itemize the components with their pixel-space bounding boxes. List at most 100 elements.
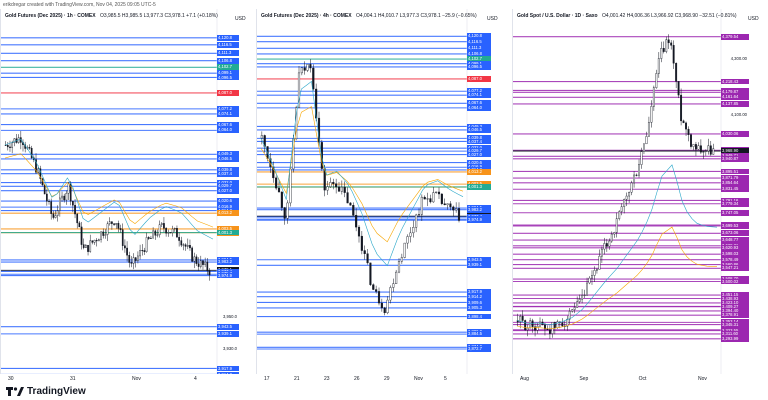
- price-level-tag[interactable]: 3,983.2: [467, 206, 491, 213]
- price-level-tag[interactable]: 4,013.2: [467, 169, 491, 175]
- price-level-tag[interactable]: 4,116.5: [217, 41, 239, 48]
- price-level-tag[interactable]: 4,096.5: [217, 74, 239, 81]
- chart-panel-gold-futures-4h[interactable]: Gold Futures (Dec 2025) · 4h · COMEX O4,…: [256, 9, 511, 374]
- price-level-tag[interactable]: 4,106.8: [467, 51, 491, 57]
- price-level-tag[interactable]: 4,039.8: [467, 135, 491, 142]
- price-level-tag[interactable]: 3,854.64: [721, 179, 749, 186]
- price-level-tag[interactable]: 3,423.10: [721, 300, 749, 306]
- price-level-tag[interactable]: 3,917.9: [467, 289, 491, 295]
- price-level-tag[interactable]: 3,884.5: [467, 331, 491, 338]
- price-level-tag[interactable]: 3,895.51: [721, 168, 749, 175]
- price-level-tag[interactable]: 3,699.53: [721, 223, 749, 229]
- price-level-tag[interactable]: 3,394.40: [721, 307, 749, 314]
- price-level-tag[interactable]: 3,323.55: [721, 327, 749, 334]
- price-level-tag[interactable]: 3,438.93: [721, 295, 749, 302]
- price-level-tag[interactable]: 3,871.79: [721, 175, 749, 181]
- price-level-tag[interactable]: 4,037.4: [217, 170, 239, 177]
- price-level-tag[interactable]: 3,293.99: [721, 335, 749, 342]
- price-level-tag[interactable]: 4,111.3: [217, 50, 239, 57]
- price-level-tag[interactable]: 3,673.06: [721, 230, 749, 237]
- price-level-tag[interactable]: 4,030.06: [721, 131, 749, 137]
- price-level-tag[interactable]: 3,747.05: [721, 209, 749, 216]
- price-level-tag[interactable]: 3,917.9: [217, 365, 239, 372]
- price-level-tag[interactable]: 4,064.0: [217, 127, 239, 134]
- price-level-tag[interactable]: 4,106.8: [217, 57, 239, 64]
- price-level-tag[interactable]: 3,943.5: [217, 323, 239, 330]
- price-level-tag[interactable]: 4,064.0: [467, 104, 491, 111]
- price-level-tag[interactable]: 4,067.6: [217, 121, 239, 128]
- price-level-tag[interactable]: 3,345.31: [721, 321, 749, 328]
- price-level-tag[interactable]: 3,378.91: [721, 312, 749, 319]
- price-level-tag[interactable]: 3,983.2: [217, 259, 239, 265]
- price-level-tag[interactable]: 4,087.0: [217, 90, 239, 96]
- price-level-tag[interactable]: 4,137.85: [721, 101, 749, 107]
- price-level-tag[interactable]: 3,940.87: [721, 155, 749, 162]
- price-level-tag[interactable]: 4,001.3: [467, 184, 491, 190]
- price-level-tag[interactable]: 4,020.6: [217, 198, 239, 204]
- price-level-tag[interactable]: 3,578.49: [721, 256, 749, 263]
- price-level-tag[interactable]: 4,049.3: [217, 151, 239, 158]
- price-level-tag[interactable]: 3,939.1: [217, 330, 239, 337]
- price-level-tag[interactable]: 3,311.60: [721, 331, 749, 337]
- price-level-tag[interactable]: 3,909.6: [467, 299, 491, 306]
- price-level-tag[interactable]: 3,914.2: [467, 293, 491, 300]
- price-level-tag[interactable]: 4,077.2: [217, 105, 239, 112]
- chart-panel-gold-futures-1h[interactable]: Gold Futures (Dec 2025) · 1h · COMEX O3,…: [0, 9, 255, 374]
- price-chart-canvas[interactable]: [257, 9, 511, 374]
- price-level-tag[interactable]: 4,074.1: [217, 111, 239, 117]
- price-level-tag[interactable]: 4,120.8: [217, 34, 239, 41]
- price-level-tag[interactable]: 3,943.5: [467, 256, 491, 263]
- price-level-tag[interactable]: 4,120.8: [467, 33, 491, 40]
- price-level-tag[interactable]: 4,179.87: [721, 89, 749, 96]
- price-level-tag[interactable]: 4,001.3: [217, 229, 239, 236]
- price-level-tag[interactable]: 3,620.93: [721, 244, 749, 251]
- price-level-tag[interactable]: 4,046.5: [467, 127, 491, 133]
- price-level-tag[interactable]: 4,074.1: [467, 92, 491, 99]
- price-level-tag[interactable]: 3,831.45: [721, 186, 749, 193]
- price-level-tag[interactable]: 3,939.1: [467, 262, 491, 269]
- chart-panel-gold-spot-1d[interactable]: Gold Spot / U.S. Dollar · 1D · Saxo O4,0…: [512, 9, 768, 374]
- price-level-tag[interactable]: 3,872.7: [467, 346, 491, 352]
- price-level-tag[interactable]: 4,013.2: [217, 210, 239, 217]
- price-level-tag[interactable]: 3,409.27: [721, 303, 749, 310]
- price-level-tag[interactable]: 4,003.5: [217, 226, 239, 232]
- price-level-tag[interactable]: 4,046.5: [217, 155, 239, 162]
- price-level-tag[interactable]: 4,218.43: [721, 78, 749, 85]
- price-level-tag[interactable]: 3,914.2: [217, 371, 239, 374]
- price-level-tag[interactable]: 4,099.1: [467, 60, 491, 67]
- price-level-tag[interactable]: 3,560.86: [721, 261, 749, 268]
- price-level-tag[interactable]: 3,974.9: [217, 272, 239, 279]
- price-level-tag[interactable]: 4,096.5: [467, 64, 491, 70]
- price-level-tag[interactable]: 4,379.54: [721, 33, 749, 40]
- price-level-tag[interactable]: 3,500.02: [721, 278, 749, 285]
- price-level-tag[interactable]: 4,029.7: [467, 148, 491, 154]
- price-level-tag[interactable]: 4,027.0: [467, 151, 491, 158]
- price-level-tag[interactable]: 3,791.16: [721, 197, 749, 204]
- price-level-tag[interactable]: 4,116.5: [467, 38, 491, 45]
- price-level-tag[interactable]: 3,974.9: [467, 217, 491, 224]
- price-level-tag[interactable]: 4,020.6: [467, 159, 491, 166]
- price-level-tag[interactable]: 4,087.0: [467, 75, 491, 82]
- price-chart-canvas[interactable]: [513, 9, 768, 374]
- price-chart-canvas[interactable]: [1, 9, 255, 374]
- price-level-tag[interactable]: 4,037.4: [467, 138, 491, 145]
- price-level-tag[interactable]: 3,547.21: [721, 265, 749, 272]
- price-level-tag[interactable]: 3,598.03: [721, 251, 749, 258]
- time-axis[interactable]: 30 31 Nov 4 17 21 23 26 29 Nov 5 Aug Sep Oct Nov: [0, 374, 768, 384]
- price-level-tag[interactable]: 4,067.6: [467, 100, 491, 107]
- price-level-tag[interactable]: 4,016.9: [217, 204, 239, 211]
- price-level-tag[interactable]: 3,451.15: [721, 292, 749, 298]
- price-level-tag[interactable]: 3,648.77: [721, 237, 749, 243]
- price-level-tag[interactable]: 4,102.7: [467, 56, 491, 62]
- price-level-tag[interactable]: 4,032.0: [217, 179, 239, 186]
- price-level-tag[interactable]: 4,029.7: [217, 183, 239, 190]
- price-level-tag[interactable]: 4,049.3: [467, 123, 491, 130]
- price-level-tag[interactable]: 4,077.2: [467, 88, 491, 95]
- price-level-tag[interactable]: 4,099.1: [217, 70, 239, 77]
- price-level-tag[interactable]: 4,161.64: [721, 94, 749, 101]
- price-level-tag[interactable]: 3,968.90: [721, 148, 749, 154]
- price-level-tag[interactable]: 4,027.0: [217, 187, 239, 194]
- price-level-tag[interactable]: 3,779.34: [721, 200, 749, 207]
- price-level-tag[interactable]: 4,102.7: [217, 64, 239, 71]
- price-level-tag[interactable]: 4,039.8: [217, 166, 239, 173]
